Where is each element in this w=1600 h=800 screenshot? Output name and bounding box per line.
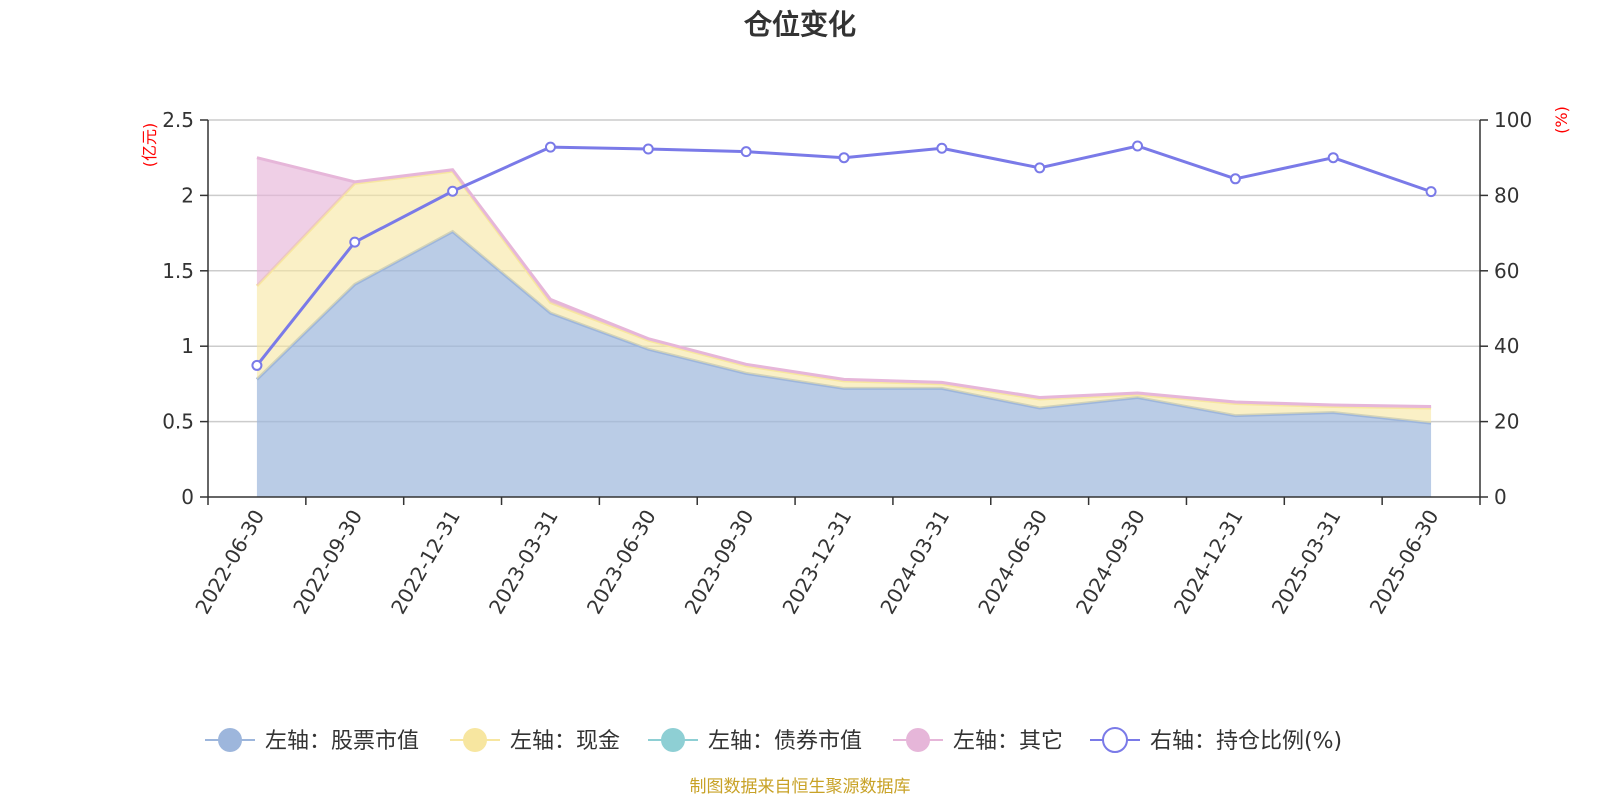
x-tick-label: 2025-03-31 [1267,506,1346,619]
x-tick-label: 2024-12-31 [1169,506,1248,619]
x-tick-label: 2025-06-30 [1365,506,1444,619]
x-tick-label: 2023-03-31 [484,506,563,619]
right-tick-label: 60 [1494,259,1519,283]
legend[interactable]: 左轴：股票市值 左轴：现金 左轴：债券市值 左轴：其它 右轴：持仓比例(%) [205,727,1342,754]
x-tick-label: 2023-12-31 [777,506,856,619]
area-1 [256,171,1432,424]
right-tick-label: 20 [1494,410,1519,434]
x-tick-label: 2022-06-30 [190,506,269,619]
legend-item[interactable]: 左轴：债券市值 [648,728,862,754]
left-tick-label: 2.5 [162,108,194,132]
legend-label: 左轴：现金 [510,729,620,754]
ratio-point [838,152,850,164]
stacked-areas [255,156,1432,498]
legend-item[interactable]: 右轴：持仓比例(%) [1090,727,1342,754]
legend-item[interactable]: 左轴：股票市值 [205,728,419,754]
ratio-point [447,185,459,197]
legend-label: 左轴：债券市值 [708,729,862,754]
legend-marker [661,728,685,752]
x-tick-label: 2024-09-30 [1071,506,1150,619]
x-tick-label: 2024-06-30 [973,506,1052,619]
left-tick-label: 0.5 [162,410,194,434]
ratio-point [936,142,948,154]
right-tick-label: 40 [1494,334,1519,358]
left-tick-label: 2 [181,183,194,207]
x-tick-label: 2022-12-31 [386,506,465,619]
legend-marker [218,728,242,752]
x-tick-label: 2023-06-30 [582,506,661,619]
legend-marker [463,728,487,752]
right-tick-label: 80 [1494,183,1519,207]
legend-marker [1102,727,1128,753]
right-axis-unit: (%) [1552,106,1571,134]
ratio-point [251,359,263,371]
ratio-point [740,146,752,158]
legend-item[interactable]: 左轴：现金 [450,728,620,754]
ratio-point [1425,186,1437,198]
area-edge-3 [256,156,1432,409]
legend-label: 左轴：其它 [953,729,1063,754]
left-tick-label: 0 [181,485,194,509]
ratio-line [251,140,1437,371]
x-tick-label: 2023-09-30 [680,506,759,619]
left-axis-unit: (亿元) [140,123,159,168]
area-0 [256,231,1432,498]
ratio-point [1229,173,1241,185]
ratio-point [1034,162,1046,174]
ratio-point [642,143,654,155]
ratio-point [349,236,361,248]
ratio-point [1132,140,1144,152]
ratio-point [1327,152,1339,164]
right-tick-label: 100 [1494,108,1532,132]
left-tick-label: 1.5 [162,259,194,283]
chart-title: 仓位变化 [744,8,856,41]
x-tick-label: 2022-09-30 [288,506,367,619]
x-tick-label: 2024-03-31 [875,506,954,619]
legend-item[interactable]: 左轴：其它 [893,728,1063,754]
ratio-point [544,141,556,153]
source-note: 制图数据来自恒生聚源数据库 [690,777,911,797]
legend-label: 左轴：股票市值 [265,729,419,754]
right-tick-label: 0 [1494,485,1507,509]
left-tick-label: 1 [181,334,194,358]
legend-label: 右轴：持仓比例(%) [1150,729,1342,754]
legend-marker [906,728,930,752]
